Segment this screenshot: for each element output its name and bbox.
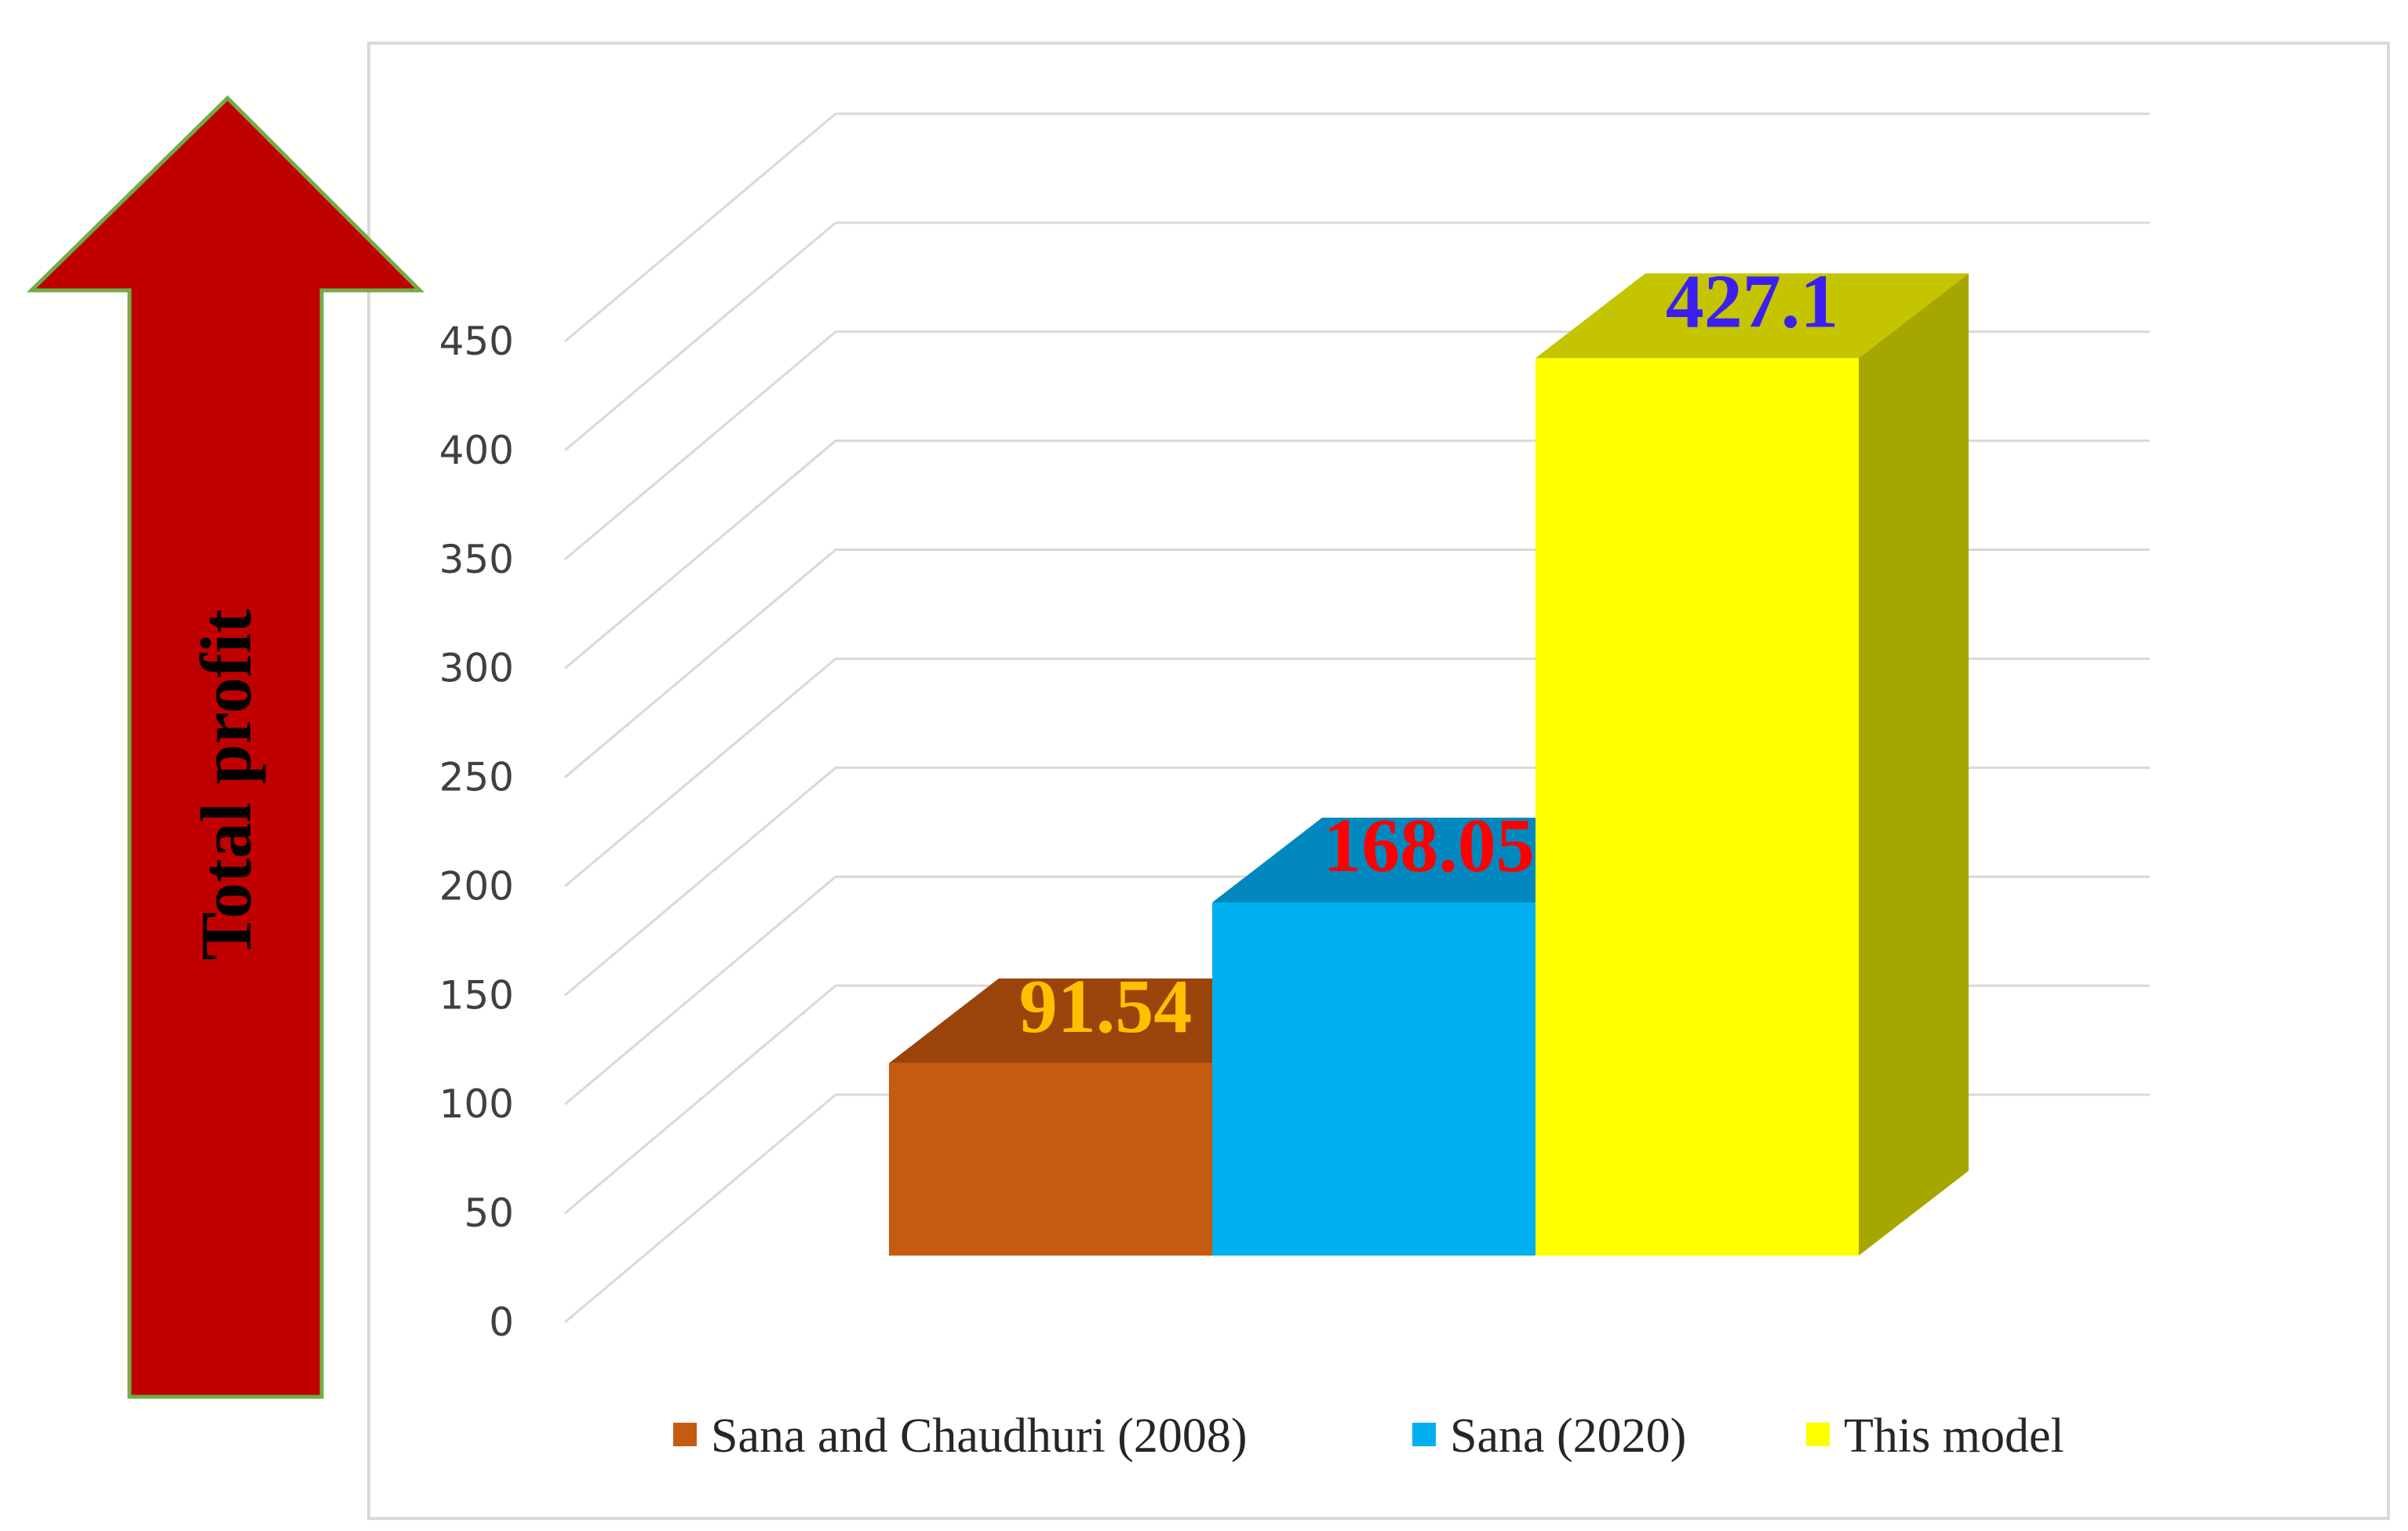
bar <box>889 1063 1212 1256</box>
bar <box>1536 358 1859 1256</box>
y-tick-label: 450 <box>439 319 514 364</box>
legend-entry: Sana and Chaudhuri (2008) <box>711 1409 1248 1463</box>
bar-side <box>1859 273 1969 1256</box>
plot-frame <box>367 42 2390 1520</box>
bar <box>1212 902 1536 1256</box>
legend-swatch <box>1412 1423 1436 1446</box>
y-axis-label: Total profit <box>186 609 266 961</box>
data-label: 427.1 <box>1666 259 1839 344</box>
up-arrow-icon: Total profit <box>26 95 425 1399</box>
legend: Sana and Chaudhuri (2008) Sana (2020) This… <box>673 1409 2064 1463</box>
y-tick-label: 350 <box>439 537 514 582</box>
legend-entry: Sana (2020) <box>1450 1409 1686 1463</box>
data-label: 91.54 <box>1019 964 1193 1049</box>
gridline <box>564 221 2150 452</box>
legend-swatch <box>1806 1423 1830 1446</box>
y-tick-label: 200 <box>439 863 514 909</box>
y-tick-label: 50 <box>464 1190 514 1236</box>
y-tick-labels: 0 50 100 150 200 250 300 350 400 450 <box>439 319 514 1345</box>
y-tick-label: 250 <box>439 755 514 800</box>
y-tick-label: 100 <box>439 1081 514 1127</box>
gridline <box>564 112 2150 343</box>
bars <box>889 273 1969 1256</box>
y-tick-label: 400 <box>439 428 514 473</box>
bar-top <box>1536 273 1969 359</box>
arrow-shape <box>26 95 425 1399</box>
y-tick-label: 150 <box>439 972 514 1018</box>
legend-swatch <box>673 1423 697 1446</box>
legend-entry: This model <box>1844 1409 2064 1463</box>
data-label: 168.05 <box>1323 804 1535 888</box>
y-tick-label: 300 <box>439 646 514 691</box>
y-tick-label: 0 <box>489 1300 514 1345</box>
data-labels: 91.54 168.05 427.1 <box>1019 259 1839 1049</box>
gridlines <box>564 112 2150 1324</box>
